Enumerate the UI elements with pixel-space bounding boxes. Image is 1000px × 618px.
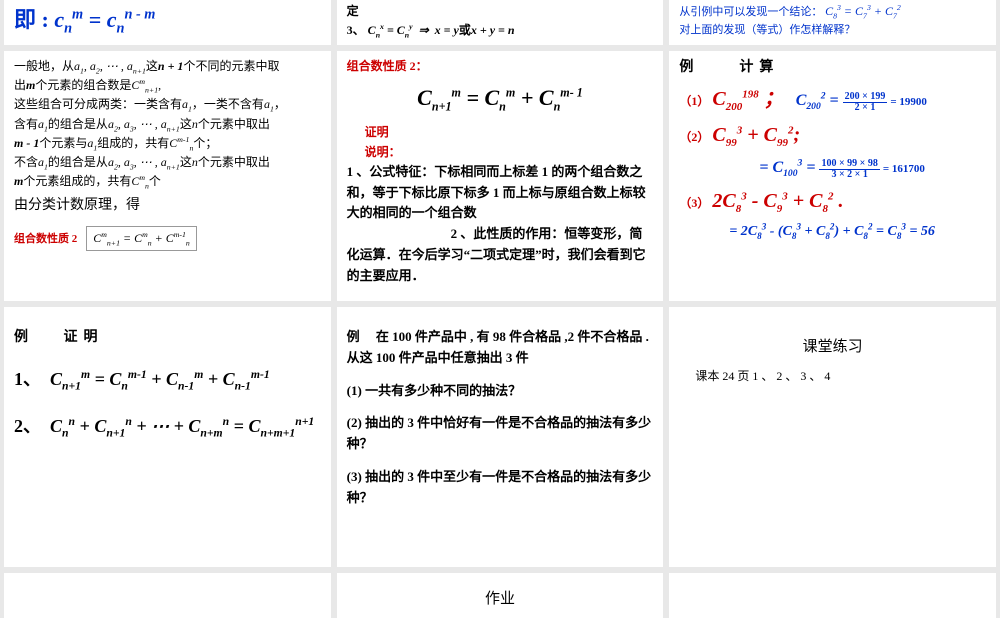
- d-p7b: 个元素组成的，共有: [23, 174, 131, 188]
- calc-header: 例 计算: [679, 57, 986, 79]
- cell-formula-identity: 即 : cnm = cnn - m: [4, 0, 331, 45]
- three-label: 3、: [347, 23, 365, 37]
- cell-classroom-practice: 课堂练习 课本 24 页 1 、 2 、 3 、 4: [669, 307, 996, 567]
- practice-line: 课本 24 页 1 、 2 、 3 、 4: [679, 367, 986, 386]
- calc2-rhs: = C1003 =: [759, 159, 819, 176]
- label-ji: 即 :: [14, 7, 49, 32]
- d-p1c: 个不同的元素中取: [183, 59, 279, 73]
- d-p2b: 个元素的组合数是: [35, 78, 131, 92]
- d-p2c: ,: [158, 78, 161, 92]
- ding-label: 定: [347, 4, 359, 18]
- cell-implication: 定 3、 Cnx = Cny ⇒ x = y或x + y = n: [337, 0, 664, 45]
- d-seq3: a2, a3, ⋯ , an+1: [108, 155, 180, 169]
- d-p4c: 这: [180, 117, 192, 131]
- d-p4b: 的组合是从: [48, 117, 108, 131]
- d-p2a: 出: [14, 78, 26, 92]
- calc3-num: （3）: [679, 196, 709, 210]
- cell-bottom-right: [669, 573, 996, 618]
- prop2-explain: 说明：: [365, 143, 654, 162]
- d-p3b: ，一类不含有: [192, 97, 264, 111]
- d-seq2: a2, a3, ⋯ , an+1: [108, 117, 180, 131]
- cell-word-problem: 例 在 100 件产品中 , 有 98 件合格品 ,2 件不合格品 . 从这 1…: [337, 307, 664, 567]
- cell-discovery: 从引例中可以发现一个结论： C83 = C73 + C72 对上面的发现（等式）…: [669, 0, 996, 45]
- implication-formula: Cnx = Cny ⇒ x = y或x + y = n: [368, 23, 515, 37]
- calc3-lhs: 2C83 - C93 + C82 .: [712, 190, 843, 212]
- calc1-result: = 19900: [890, 96, 927, 108]
- d-p6d: 个元素中取出: [198, 155, 270, 169]
- d-p6b: 的组合是从: [48, 155, 108, 169]
- d-p5b: 个元素与: [39, 136, 87, 150]
- discovery-question: 对上面的发现（等式）作怎样解释？: [679, 22, 986, 40]
- prop2-p2: 2 、此性质的作用：恒等变形，简化运算．在今后学习“二项式定理”时，我们会看到它…: [347, 224, 654, 286]
- calc1-lhs: C200198 ；: [712, 88, 783, 110]
- d-p3a: 这些组合可分成两类：一类含有: [14, 97, 182, 111]
- d-p1a: 一般地，从: [14, 59, 74, 73]
- d-p3c: ，: [274, 97, 286, 111]
- proof2-formula: Cnn + Cn+1n + ⋯ + Cn+mn = Cn+m+1n+1: [50, 416, 314, 436]
- d-n1: n + 1: [158, 59, 184, 73]
- proof1-formula: Cn+1m = Cnm-1 + Cn-1m + Cn-1m-1: [50, 369, 270, 389]
- discovery-pre: 从引例中可以发现一个结论：: [679, 6, 822, 18]
- discovery-formula: C83 = C73 + C72: [825, 4, 901, 18]
- prop2-proof: 证明: [365, 123, 654, 142]
- calc2-result: = 161700: [883, 163, 925, 175]
- d-p4d: 个元素中取出: [198, 117, 270, 131]
- d-p7c: 个: [149, 174, 161, 188]
- d-m1: m - 1: [14, 136, 39, 150]
- prop2-p1: 1 、公式特征：下标相同而上标差 1 的两个组合数之和，等于下标比原下标多 1 …: [347, 162, 654, 224]
- d-a1-5: a1: [38, 155, 48, 169]
- wp-q3: (3) 抽出的 3 件中至少有一件是不合格品的抽法有多少种？: [347, 467, 654, 509]
- homework-title: 作业: [347, 579, 654, 611]
- calc2-lhs: C993 + C992;: [712, 124, 800, 146]
- d-p1b: 这: [146, 59, 158, 73]
- cell-calc-examples: 例 计算 （1） C200198 ； C2002 = 200 × 1992 × …: [669, 51, 996, 301]
- wp-q2: (2) 抽出的 3 件中恰好有一件是不合格品的抽法有多少种？: [347, 413, 654, 455]
- cell-homework: 作业: [337, 573, 664, 618]
- d-a1-2: a1: [264, 97, 274, 111]
- calc1-rhs: C2002 =: [796, 92, 843, 109]
- wp-q1: (1) 一共有多少种不同的抽法？: [347, 381, 654, 402]
- calc2-den-frac: 3 × 2 × 1: [819, 170, 879, 181]
- d-Cn1m: Cmn+1: [131, 78, 158, 92]
- proof1-num: 1、: [14, 369, 41, 389]
- wp-header: 例 在 100 件产品中 , 有 98 件合格品 ,2 件不合格品 . 从这 1…: [347, 327, 654, 369]
- prop2-title: 组合数性质 2：: [347, 57, 654, 76]
- calc1-num: （1）: [679, 94, 709, 108]
- d-p4a: 含有: [14, 117, 38, 131]
- property2-label: 组合数性质 2: [14, 233, 77, 245]
- d-a1-1: a1: [182, 97, 192, 111]
- d-p5c: 组成的，共有: [97, 136, 169, 150]
- d-m2: m: [14, 174, 23, 188]
- d-p5d: 个；: [193, 136, 217, 150]
- cell-proof-examples: 例 证明 1、 Cn+1m = Cnm-1 + Cn-1m + Cn-1m-1 …: [4, 307, 331, 567]
- d-p6a: 不含: [14, 155, 38, 169]
- calc2-num: （2）: [679, 130, 709, 144]
- calc1-den-frac: 2 × 1: [843, 103, 888, 114]
- d-seq1: a1, a2, ⋯ , an+1: [74, 59, 146, 73]
- cell-property2: 组合数性质 2： Cn+1m = Cnm + Cnm- 1 证明 说明： 1 、…: [337, 51, 664, 301]
- property2-formula-boxed: Cmn+1 = Cmn + Cm-1n: [86, 226, 197, 251]
- prop2-formula: Cn+1m = Cnm + Cnm- 1: [347, 80, 654, 115]
- d-Cnm: Cmn: [131, 174, 149, 188]
- proof2-num: 2、: [14, 416, 41, 436]
- identity-formula: cnm = cnn - m: [54, 7, 155, 32]
- practice-title: 课堂练习: [679, 335, 986, 359]
- d-m: m: [26, 78, 35, 92]
- d-a1-3: a1: [38, 117, 48, 131]
- cell-bottom-left: [4, 573, 331, 618]
- calc3-step: = 2C83 - (C83 + C82) + C82 = C83 = 56: [729, 224, 935, 239]
- d-p6c: 这: [180, 155, 192, 169]
- proof-header: 例 证明: [14, 327, 321, 349]
- cell-derivation: 一般地，从a1, a2, ⋯ , an+1这n + 1个不同的元素中取 出m个元…: [4, 51, 331, 301]
- d-a1-4: a1: [87, 136, 97, 150]
- d-Cnm1: Cm-1n: [169, 136, 193, 150]
- d-conclude: 由分类计数原理，得: [14, 195, 321, 217]
